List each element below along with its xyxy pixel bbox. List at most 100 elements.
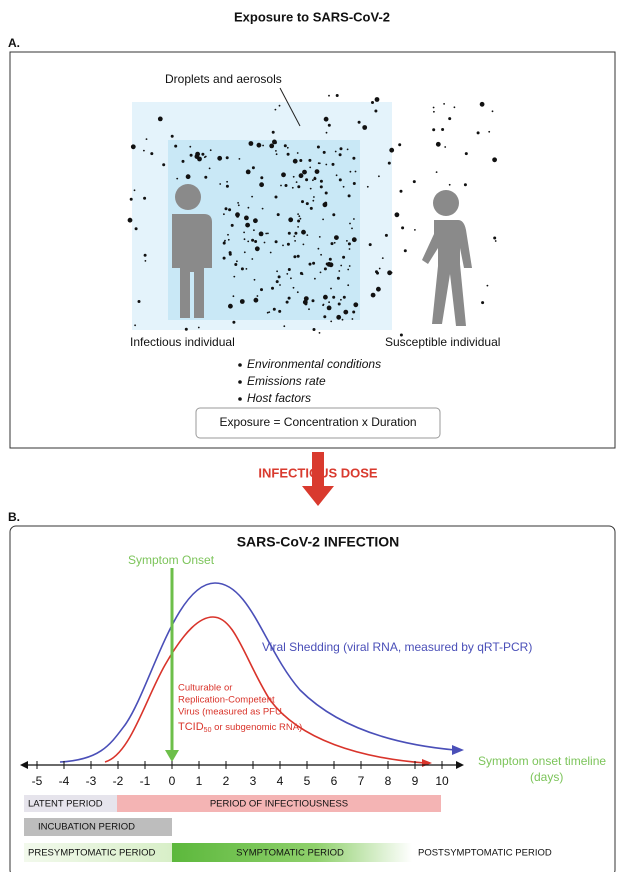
- droplet: [246, 268, 248, 270]
- droplet: [204, 156, 206, 158]
- culturable-line: Replication-Competent: [178, 695, 275, 706]
- droplet: [379, 268, 381, 270]
- droplet: [198, 327, 200, 329]
- droplet: [353, 302, 358, 307]
- droplet: [225, 207, 228, 210]
- droplet: [336, 174, 338, 176]
- droplet: [347, 269, 349, 271]
- droplet: [301, 230, 306, 235]
- droplet: [339, 178, 342, 181]
- droplet: [171, 135, 174, 138]
- droplet: [349, 265, 351, 267]
- droplet: [332, 213, 335, 216]
- droplet: [300, 272, 303, 275]
- tick-label: 8: [385, 774, 392, 788]
- presymptomatic-label: PRESYMPTOMATIC PERIOD: [28, 848, 156, 859]
- droplet: [282, 245, 284, 247]
- droplet: [433, 107, 435, 109]
- panel-label: B.: [8, 510, 20, 524]
- droplet: [371, 101, 374, 104]
- droplet: [294, 240, 296, 242]
- droplet: [335, 151, 337, 153]
- droplet: [228, 208, 231, 211]
- droplet: [262, 145, 264, 147]
- droplet: [332, 163, 335, 166]
- droplet: [493, 237, 496, 240]
- bullet: [238, 380, 242, 384]
- droplet: [395, 212, 400, 217]
- droplet: [248, 207, 250, 209]
- droplet: [228, 304, 233, 309]
- droplet: [320, 272, 322, 274]
- droplet: [306, 202, 309, 205]
- droplet: [436, 142, 441, 147]
- droplet: [374, 110, 377, 113]
- droplet: [308, 308, 310, 310]
- droplet: [328, 124, 331, 127]
- droplet: [492, 157, 497, 162]
- droplet: [340, 299, 342, 301]
- droplet: [320, 185, 323, 188]
- tcid-rest: or subgenomic RNA): [211, 722, 302, 733]
- droplet: [287, 147, 289, 149]
- droplet: [176, 178, 178, 180]
- droplet: [328, 95, 330, 97]
- droplet: [228, 239, 230, 241]
- droplet: [239, 158, 241, 160]
- droplet: [352, 318, 354, 320]
- droplet: [288, 232, 291, 235]
- droplet: [314, 278, 316, 280]
- tick-label: -5: [32, 774, 43, 788]
- droplet: [398, 143, 401, 146]
- droplet: [233, 295, 235, 297]
- droplet: [259, 182, 264, 187]
- droplet: [253, 229, 255, 231]
- droplet: [245, 223, 250, 228]
- droplet: [338, 270, 340, 272]
- droplet: [331, 242, 334, 245]
- droplet: [144, 254, 147, 257]
- droplet: [343, 296, 346, 299]
- droplet: [348, 242, 351, 245]
- droplet: [464, 183, 467, 186]
- droplet: [284, 144, 287, 147]
- droplet: [288, 217, 293, 222]
- droplet: [350, 171, 352, 173]
- droplet: [219, 183, 221, 185]
- droplet: [336, 94, 339, 97]
- droplet: [299, 159, 302, 162]
- droplet: [313, 196, 315, 198]
- droplet: [382, 257, 384, 259]
- droplet: [433, 111, 435, 113]
- droplet: [254, 240, 257, 243]
- droplet: [276, 153, 278, 155]
- droplet: [259, 232, 264, 237]
- droplet: [324, 117, 329, 122]
- timeline-label: Symptom onset timeline: [478, 754, 606, 768]
- droplet: [134, 189, 136, 191]
- head: [433, 190, 459, 216]
- droplet: [310, 207, 313, 210]
- droplet: [257, 295, 259, 297]
- droplet: [190, 154, 193, 157]
- droplet: [297, 220, 300, 223]
- figure: Exposure to SARS-CoV-2 A. Droplets and a…: [0, 0, 625, 872]
- droplet: [286, 301, 289, 304]
- factor: Host factors: [247, 391, 311, 405]
- title: Exposure to SARS-CoV-2: [234, 9, 390, 24]
- droplet: [271, 287, 274, 290]
- droplet: [297, 255, 300, 258]
- equation: Exposure = Concentration x Duration: [219, 415, 416, 429]
- bullet: [238, 363, 242, 367]
- tick-label: -4: [59, 774, 70, 788]
- droplet: [150, 152, 153, 155]
- tick-label: 6: [331, 774, 338, 788]
- culturable-line: Virus (measured as PFU,: [178, 707, 284, 718]
- tcid-sub: 50: [204, 727, 212, 734]
- droplet: [310, 188, 312, 190]
- droplet: [185, 328, 188, 331]
- droplet: [288, 268, 291, 271]
- droplet: [226, 181, 228, 183]
- droplet: [303, 244, 305, 246]
- droplet: [217, 156, 222, 161]
